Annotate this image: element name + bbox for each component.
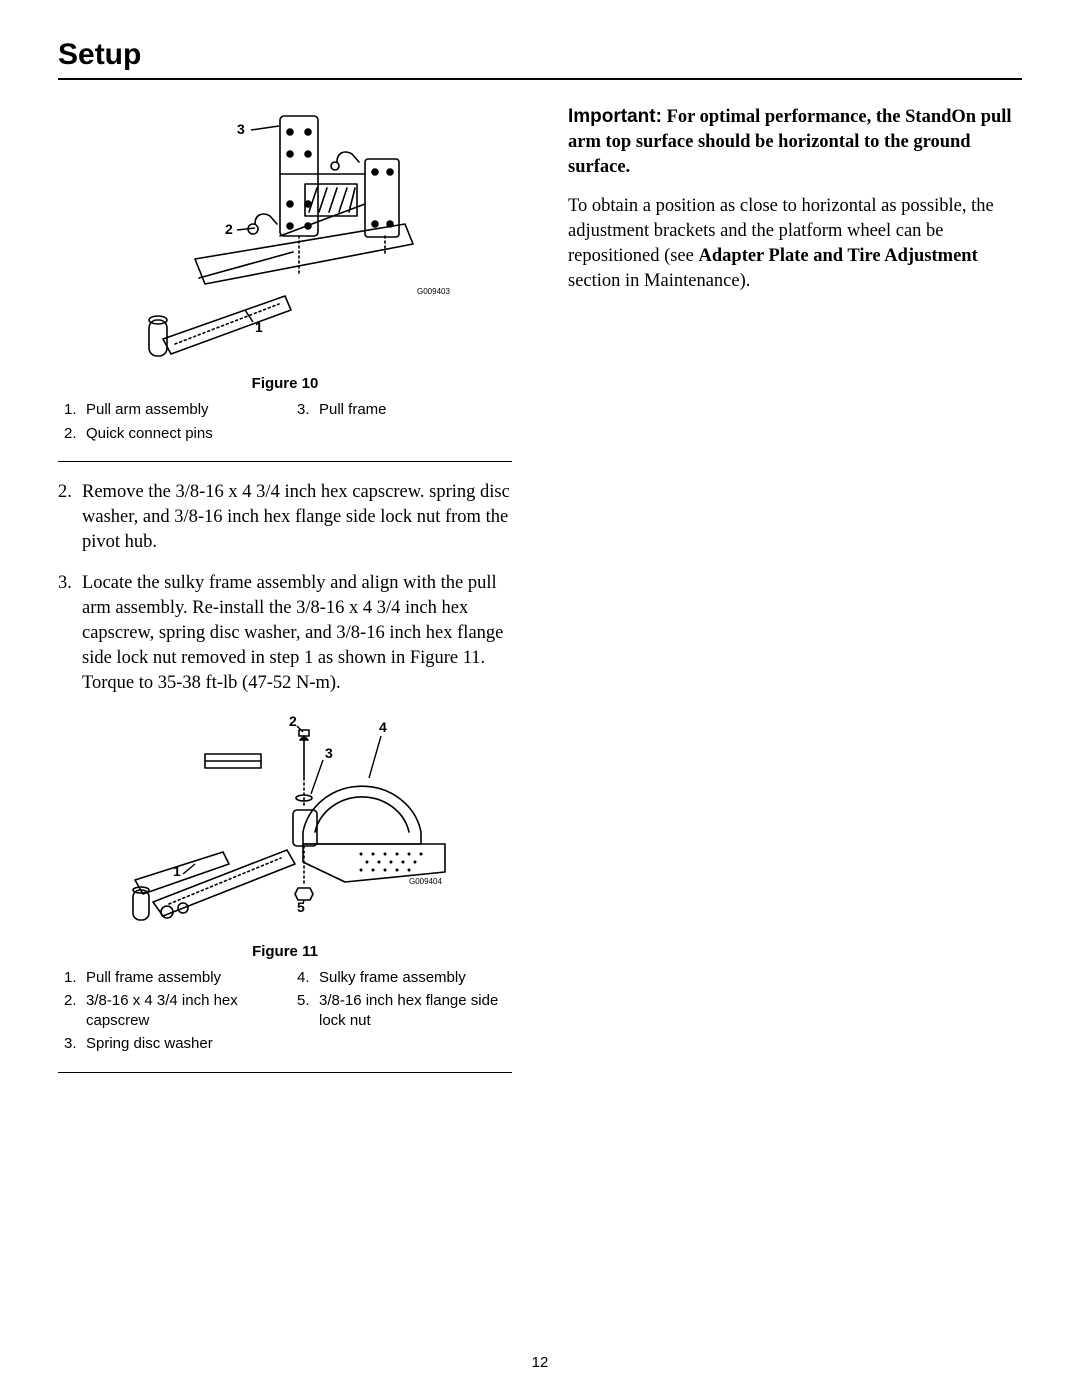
- legend-item: 4. Sulky frame assembly: [297, 968, 506, 988]
- fig11-callout-2: 2: [289, 713, 297, 729]
- body-paragraph: To obtain a position as close to horizon…: [568, 194, 1022, 294]
- figure-10-caption: Figure 10: [58, 375, 512, 392]
- figure-11: 2 3 4 1 5 G009404 Figure 11: [58, 712, 512, 960]
- fig11-gcode: G009404: [409, 877, 442, 886]
- legend-item: 5. 3/8-16 inch hex flange side lock nut: [297, 991, 506, 1030]
- legend-item: 2. 3/8-16 x 4 3/4 inch hex capscrew: [64, 991, 273, 1030]
- step-2: 2. Remove the 3/8-16 x 4 3/4 inch hex ca…: [82, 480, 512, 555]
- divider: [58, 461, 512, 462]
- fig10-callout-3: 3: [237, 121, 245, 137]
- legend-item: 3. Spring disc washer: [64, 1034, 273, 1054]
- figure-11-caption: Figure 11: [58, 943, 512, 960]
- legend-item: 2. Quick connect pins: [64, 424, 273, 444]
- page-number: 12: [0, 1354, 1080, 1371]
- fig10-gcode: G009403: [417, 287, 450, 296]
- legend-item: 3. Pull frame: [297, 400, 506, 420]
- legend-item: 1. Pull arm assembly: [64, 400, 273, 420]
- fig11-callout-1: 1: [173, 863, 181, 879]
- page-title: Setup: [58, 38, 1022, 80]
- content-columns: 3 2 1 G009403 Figure 10 1. Pull arm asse…: [58, 104, 1022, 1091]
- fig11-callout-4: 4: [379, 719, 387, 735]
- steps-list: 2. Remove the 3/8-16 x 4 3/4 inch hex ca…: [58, 480, 512, 696]
- left-column: 3 2 1 G009403 Figure 10 1. Pull arm asse…: [58, 104, 512, 1091]
- figure-10-legend: 1. Pull arm assembly 2. Quick connect pi…: [58, 400, 512, 447]
- important-note: Important: For optimal performance, the …: [568, 104, 1022, 180]
- fig10-callout-2: 2: [225, 221, 233, 237]
- divider: [58, 1072, 512, 1073]
- figure-11-legend: 1. Pull frame assembly 2. 3/8-16 x 4 3/4…: [58, 968, 512, 1058]
- step-3: 3. Locate the sulky frame assembly and a…: [82, 571, 512, 696]
- figure-10-svg: 3 2 1 G009403: [105, 104, 465, 364]
- legend-item: 1. Pull frame assembly: [64, 968, 273, 988]
- right-column: Important: For optimal performance, the …: [568, 104, 1022, 1091]
- figure-10: 3 2 1 G009403 Figure 10: [58, 104, 512, 392]
- fig10-callout-1: 1: [255, 319, 263, 335]
- figure-11-svg: 2 3 4 1 5 G009404: [105, 712, 465, 932]
- fig11-callout-3: 3: [325, 745, 333, 761]
